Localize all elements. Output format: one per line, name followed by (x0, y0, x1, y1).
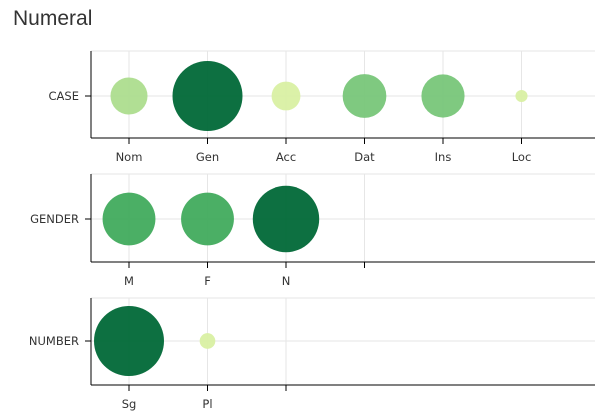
panel-number: NUMBER Sg Pl (29, 297, 595, 411)
x-tick-label-nom: Nom (116, 150, 143, 164)
page-title: Numeral (13, 7, 93, 30)
y-tick-label: CASE (49, 89, 79, 103)
bubble-case-ins (421, 74, 465, 118)
x-tick-label-acc: Acc (276, 150, 296, 164)
x-tick-label-m: M (124, 274, 134, 288)
x-tick-label-f: F (204, 274, 211, 288)
x-tick-label-dat: Dat (354, 150, 375, 164)
bubble-case-gen (172, 61, 243, 131)
x-tick-label-ins: Ins (435, 150, 452, 164)
y-tick-label: GENDER (30, 212, 79, 226)
bubble-number-pl (199, 333, 216, 349)
panel-gender: GENDER M F N (30, 173, 595, 288)
panel-case: CASE Nom Gen Acc Dat Ins Loc (49, 50, 595, 164)
x-tick-label-loc: Loc (512, 150, 532, 164)
bubble-case-dat (342, 74, 387, 118)
x-tick-label-gen: Gen (196, 150, 219, 164)
y-tick-label: NUMBER (29, 334, 79, 348)
bubble-gender-f (181, 192, 234, 246)
bubble-gender-n (252, 185, 320, 253)
bubble-case-nom (110, 77, 148, 115)
bubble-case-loc (515, 89, 528, 103)
bubble-gender-m (102, 192, 156, 246)
bubble-number-sg (94, 306, 164, 376)
x-tick-label-n: N (282, 274, 291, 288)
x-tick-label-sg: Sg (122, 397, 137, 411)
x-tick-label-pl: Pl (202, 397, 212, 411)
bubble-case-acc (271, 81, 301, 111)
